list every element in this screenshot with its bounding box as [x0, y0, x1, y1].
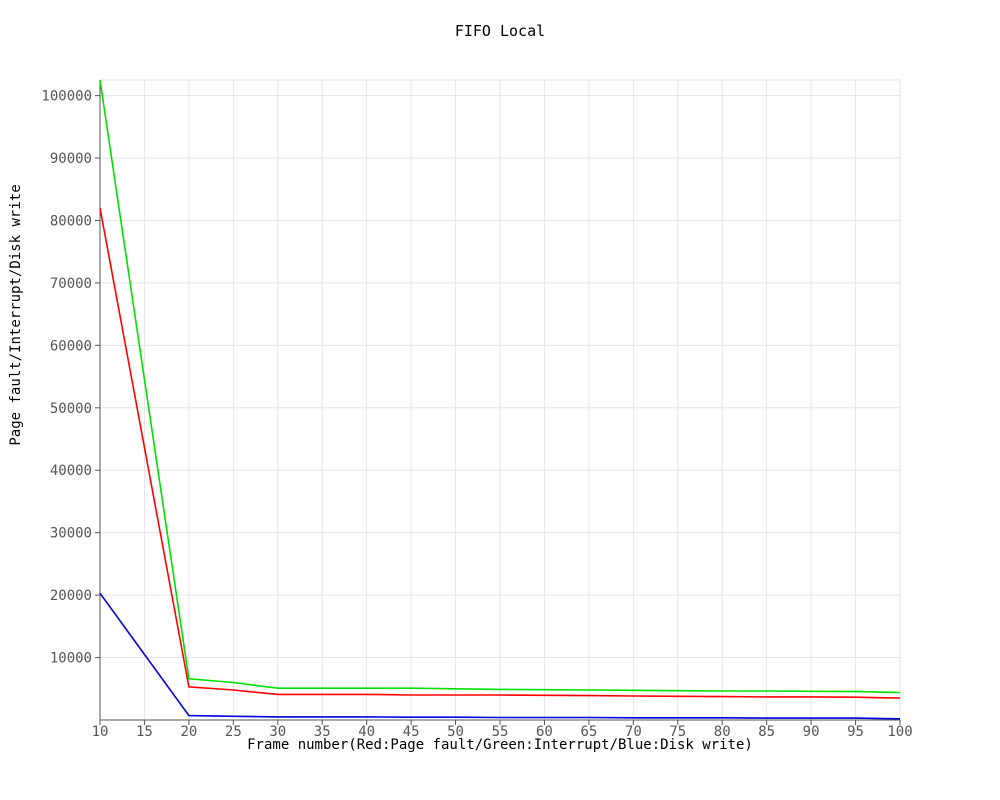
y-tick-label: 100000: [41, 89, 92, 105]
y-tick-label: 40000: [50, 463, 92, 479]
series-line-2: [99, 592, 901, 720]
x-tick-label: 65: [580, 724, 597, 740]
x-tick-label: 20: [180, 724, 197, 740]
y-tick-label: 20000: [50, 588, 92, 604]
x-tick-label: 15: [136, 724, 153, 740]
y-axis-label: Page fault/Interrupt/Disk write: [8, 184, 24, 446]
y-tick-label: 50000: [50, 401, 92, 417]
series-line-1: [99, 207, 901, 699]
x-tick-label: 85: [758, 724, 775, 740]
x-tick-label: 75: [669, 724, 686, 740]
x-tick-label: 25: [225, 724, 242, 740]
y-tick-label: 80000: [50, 213, 92, 229]
x-tick-label: 100: [887, 724, 912, 740]
x-tick-label: 30: [269, 724, 286, 740]
x-tick-label: 70: [625, 724, 642, 740]
x-tick-label: 35: [314, 724, 331, 740]
y-tick-label: 90000: [50, 151, 92, 167]
y-tick-label: 70000: [50, 276, 92, 292]
x-tick-label: 60: [536, 724, 553, 740]
chart-title: FIFO Local: [454, 22, 546, 40]
x-tick-label: 55: [492, 724, 509, 740]
y-tick-label: 60000: [50, 338, 92, 354]
y-tick-label: 10000: [50, 651, 92, 667]
x-tick-label: 95: [847, 724, 864, 740]
x-tick-label: 45: [403, 724, 420, 740]
series-line-0: [99, 79, 901, 694]
x-tick-label: 10: [92, 724, 109, 740]
x-axis-label: Frame number(Red:Page fault/Green:Interr…: [247, 737, 753, 753]
x-tick-label: 90: [803, 724, 820, 740]
x-tick-label: 80: [714, 724, 731, 740]
y-tick-label: 30000: [50, 526, 92, 542]
x-tick-label: 40: [358, 724, 375, 740]
x-tick-label: 50: [447, 724, 464, 740]
